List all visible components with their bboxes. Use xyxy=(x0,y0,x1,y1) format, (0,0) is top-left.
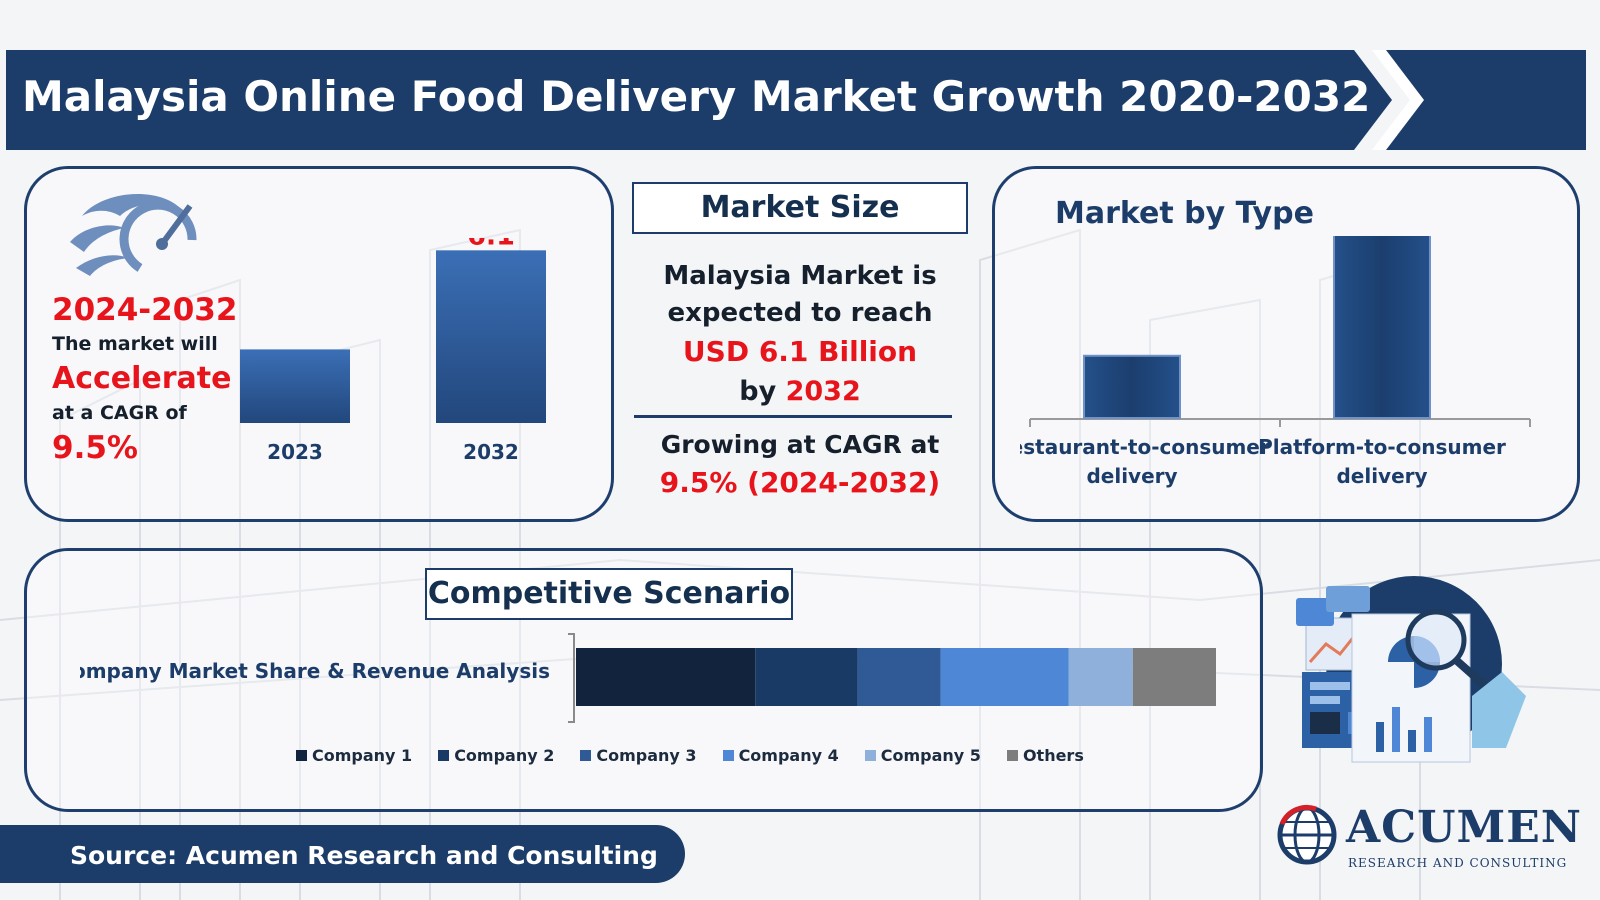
period-label: 2024-2032 xyxy=(52,292,238,328)
source-bar xyxy=(0,825,685,883)
market-line-1: Malaysia Market is xyxy=(663,261,937,291)
legend-label: Company 5 xyxy=(880,746,981,765)
competitive-heading: Competitive Scenario xyxy=(425,568,793,620)
market-line-2: expected to reach xyxy=(667,298,933,328)
legend-item: Company 5 xyxy=(864,746,981,765)
type-bar xyxy=(1083,354,1181,420)
share-segment-company-3 xyxy=(857,648,941,706)
market-share-chart: Company Market Share & Revenue Analysis xyxy=(80,633,1216,723)
accelerate-text: Accelerate xyxy=(52,361,232,396)
share-segment-company-1 xyxy=(576,648,756,706)
page-title: Malaysia Online Food Delivery Market Gro… xyxy=(22,72,1371,121)
type-bar-chart: Restaurant-to-consumer delivery Platform-t… xyxy=(1020,236,1531,488)
market-by-year: by 2032 xyxy=(632,372,968,412)
legend-label: Company 2 xyxy=(454,746,555,765)
share-segment-company-4 xyxy=(940,648,1069,706)
legend-label: Company 4 xyxy=(738,746,839,765)
share-axis xyxy=(568,633,575,723)
acumen-globe-logo-icon xyxy=(1277,804,1337,865)
legend-label: Company 3 xyxy=(596,746,697,765)
legend-item: Company 3 xyxy=(580,746,697,765)
source-text: Source: Acumen Research and Consulting xyxy=(70,841,658,870)
type-tick-label: delivery xyxy=(1086,464,1177,488)
legend-swatch xyxy=(438,750,450,761)
type-tick-label: delivery xyxy=(1336,464,1427,488)
target-year: 2032 xyxy=(785,376,861,407)
growth-bar-2032 xyxy=(436,250,546,423)
market-size-heading: Market Size xyxy=(632,182,968,234)
legend-swatch xyxy=(296,750,307,761)
title-banner xyxy=(6,50,1586,150)
type-tick-label: Restaurant-to-consumer xyxy=(1020,435,1270,459)
speedometer-icon xyxy=(70,194,197,276)
growth-tick-label: 2032 xyxy=(463,440,519,464)
type-tick-label: Platform-to-consumer xyxy=(1258,435,1506,459)
market-size-divider xyxy=(634,415,952,418)
legend-item: Others xyxy=(1006,746,1084,765)
legend-swatch xyxy=(722,750,734,761)
market-size-text: Malaysia Market is expected to reach USD… xyxy=(632,258,968,412)
share-segment-others xyxy=(1132,648,1216,706)
market-share-legend: Company 1 Company 2 Company 3 Company 4 Comp… xyxy=(296,746,1110,765)
market-value: USD 6.1 Billion xyxy=(682,335,918,368)
by-prefix: by xyxy=(739,376,777,407)
growth-text: Growing at CAGR at xyxy=(660,430,940,459)
legend-item: Company 2 xyxy=(438,746,554,765)
legend-swatch xyxy=(580,750,592,761)
share-segment-company-2 xyxy=(755,648,858,706)
type-panel xyxy=(992,166,1580,522)
legend-label: Others xyxy=(1022,746,1084,765)
market-will-text: The market will xyxy=(52,333,218,355)
cagr-of-text: at a CAGR of xyxy=(52,402,187,424)
brand-name: ACUMEN xyxy=(1346,802,1582,853)
growth-tick-label: 2023 xyxy=(267,440,323,464)
legend-item: Company 1 xyxy=(296,746,412,765)
legend-swatch xyxy=(1006,750,1018,761)
analytics-dashboard-icon xyxy=(1296,576,1526,763)
legend-swatch xyxy=(864,750,876,761)
share-segment-company-5 xyxy=(1068,648,1133,706)
growth-data-label: 6.1 xyxy=(467,238,515,251)
share-category-label: Company Market Share & Revenue Analysis xyxy=(80,659,550,683)
legend-label: Company 1 xyxy=(312,746,413,765)
cagr-value: 9.5% xyxy=(52,430,138,466)
type-bar xyxy=(1333,236,1431,420)
growth-bar-2023 xyxy=(240,349,350,423)
growth-bar-chart: 2023 2032 6.1 xyxy=(240,238,546,464)
legend-item: Company 4 xyxy=(722,746,839,765)
growth-cagr: 9.5% (2024-2032) xyxy=(659,466,941,499)
brand-tagline: RESEARCH AND CONSULTING xyxy=(1348,856,1568,870)
type-heading: Market by Type xyxy=(1055,196,1314,231)
